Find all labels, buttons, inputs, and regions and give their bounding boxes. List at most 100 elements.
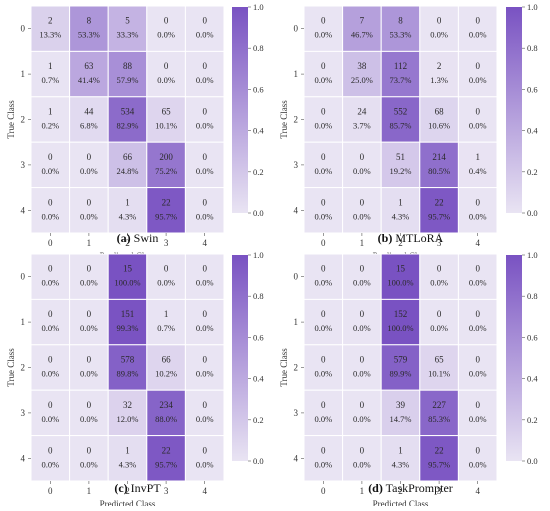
heatmap-cell bbox=[69, 187, 109, 234]
colorbar-tick-label: 0.8 bbox=[253, 43, 264, 53]
cell-count-label: 0 bbox=[164, 16, 169, 26]
heatmap-cell bbox=[457, 50, 498, 98]
heatmap-cell bbox=[107, 435, 148, 482]
heatmap-cell bbox=[419, 96, 459, 143]
cell-percent-label: 0.0% bbox=[469, 211, 487, 221]
colorbar-tick-label: 0.2 bbox=[527, 167, 538, 177]
cell-percent-label: 0.0% bbox=[41, 369, 59, 379]
cell-percent-label: 12.0% bbox=[117, 414, 139, 424]
y-tick-label: 3 bbox=[21, 408, 26, 418]
cell-count-label: 0 bbox=[475, 309, 480, 319]
x-tick-label: 0 bbox=[48, 238, 53, 248]
x-tick-label: 4 bbox=[475, 238, 480, 248]
heatmap-cell bbox=[380, 435, 421, 482]
cell-percent-label: 0.0% bbox=[314, 211, 332, 221]
heatmap-cell bbox=[303, 96, 344, 143]
colorbar-tick-label: 0.6 bbox=[253, 84, 264, 94]
cell-percent-label: 0.0% bbox=[469, 414, 487, 424]
x-tick-label: 0 bbox=[321, 238, 326, 248]
cell-count-label: 0 bbox=[202, 16, 207, 26]
x-tick-label: 4 bbox=[475, 486, 480, 496]
cell-count-label: 66 bbox=[123, 152, 133, 162]
y-tick-label: 4 bbox=[21, 205, 26, 215]
cell-percent-label: 0.0% bbox=[196, 75, 214, 85]
cell-percent-label: 0.0% bbox=[469, 278, 487, 288]
cell-percent-label: 0.0% bbox=[80, 459, 98, 469]
cell-percent-label: 0.0% bbox=[314, 278, 332, 288]
cell-percent-label: 95.7% bbox=[155, 459, 177, 469]
cell-percent-label: 75.2% bbox=[155, 166, 177, 176]
colorbar-tick-label: 1.0 bbox=[527, 250, 538, 260]
cell-percent-label: 0.0% bbox=[196, 459, 214, 469]
cell-percent-label: 100.0% bbox=[114, 278, 140, 288]
cell-count-label: 1 bbox=[475, 152, 480, 162]
cell-count-label: 227 bbox=[432, 400, 446, 410]
heatmap-cell bbox=[380, 253, 421, 300]
panel-caption-letter: (c) bbox=[114, 481, 127, 495]
cell-count-label: 0 bbox=[475, 107, 480, 117]
heatmap-cell bbox=[69, 96, 109, 143]
heatmap-cell bbox=[419, 5, 459, 52]
cell-count-label: 0 bbox=[202, 152, 207, 162]
cell-percent-label: 0.0% bbox=[353, 166, 371, 176]
cell-percent-label: 0.0% bbox=[353, 278, 371, 288]
x-tick-label: 4 bbox=[202, 238, 207, 248]
cell-percent-label: 99.3% bbox=[117, 323, 139, 333]
cell-count-label: 8 bbox=[87, 16, 92, 26]
heatmap-cell bbox=[30, 50, 71, 98]
cell-percent-label: 0.0% bbox=[469, 30, 487, 40]
cell-count-label: 0 bbox=[360, 355, 365, 365]
cell-count-label: 151 bbox=[121, 309, 135, 319]
cell-count-label: 0 bbox=[87, 264, 92, 274]
colorbar-tick-label: 0.0 bbox=[527, 208, 538, 218]
heatmap-cell bbox=[380, 5, 421, 52]
cell-count-label: 0 bbox=[475, 264, 480, 274]
cell-percent-label: 46.7% bbox=[351, 30, 373, 40]
y-tick-label: 1 bbox=[21, 317, 26, 327]
colorbar-tick-label: 0.4 bbox=[253, 374, 264, 384]
heatmap-panel: 00.0%00.0%15100.0%00.0%00.0%00.0%00.0%15… bbox=[6, 250, 264, 509]
cell-percent-label: 0.0% bbox=[469, 323, 487, 333]
x-tick-label: 3 bbox=[164, 238, 169, 248]
panel-caption-name: InvPT bbox=[128, 481, 162, 495]
y-tick-label: 2 bbox=[21, 115, 26, 125]
cell-percent-label: 0.0% bbox=[80, 166, 98, 176]
heatmap-cell bbox=[107, 187, 148, 234]
cell-count-label: 0 bbox=[437, 16, 442, 26]
cell-count-label: 578 bbox=[121, 355, 135, 365]
heatmap-cell bbox=[146, 253, 186, 300]
cell-percent-label: 10.1% bbox=[428, 369, 450, 379]
colorbar-tick-label: 0.6 bbox=[527, 84, 538, 94]
cell-count-label: 0 bbox=[202, 355, 207, 365]
cell-percent-label: 53.3% bbox=[390, 30, 412, 40]
cell-count-label: 579 bbox=[394, 355, 408, 365]
heatmap-cell bbox=[303, 435, 344, 482]
cell-count-label: 65 bbox=[435, 355, 445, 365]
panel-caption-name: TaskPrompter bbox=[383, 481, 453, 495]
heatmap-cell bbox=[303, 187, 344, 234]
cell-count-label: 15 bbox=[396, 264, 406, 274]
heatmap-cell bbox=[69, 253, 109, 300]
cell-percent-label: 10.1% bbox=[155, 121, 177, 131]
panel-caption-letter: (b) bbox=[378, 231, 393, 245]
cell-count-label: 0 bbox=[321, 264, 326, 274]
heatmap-cell bbox=[342, 435, 382, 482]
y-tick-label: 0 bbox=[294, 272, 299, 282]
cell-percent-label: 3.7% bbox=[353, 121, 371, 131]
x-tick-label: 2 bbox=[125, 238, 130, 248]
cell-percent-label: 1.3% bbox=[430, 75, 448, 85]
cell-count-label: 22 bbox=[435, 197, 444, 207]
cell-percent-label: 80.5% bbox=[428, 166, 450, 176]
heatmap-cell bbox=[184, 141, 225, 189]
cell-percent-label: 85.7% bbox=[390, 121, 412, 131]
heatmap-cell bbox=[30, 187, 71, 234]
heatmap-cell bbox=[303, 141, 344, 189]
cell-count-label: 38 bbox=[357, 61, 367, 71]
heatmap-cell bbox=[69, 50, 109, 98]
heatmap-cell bbox=[303, 50, 344, 98]
colorbar-tick-label: 0.0 bbox=[253, 208, 264, 218]
cell-count-label: 0 bbox=[202, 445, 207, 455]
cell-percent-label: 53.3% bbox=[78, 30, 100, 40]
y-tick-label: 1 bbox=[21, 69, 26, 79]
